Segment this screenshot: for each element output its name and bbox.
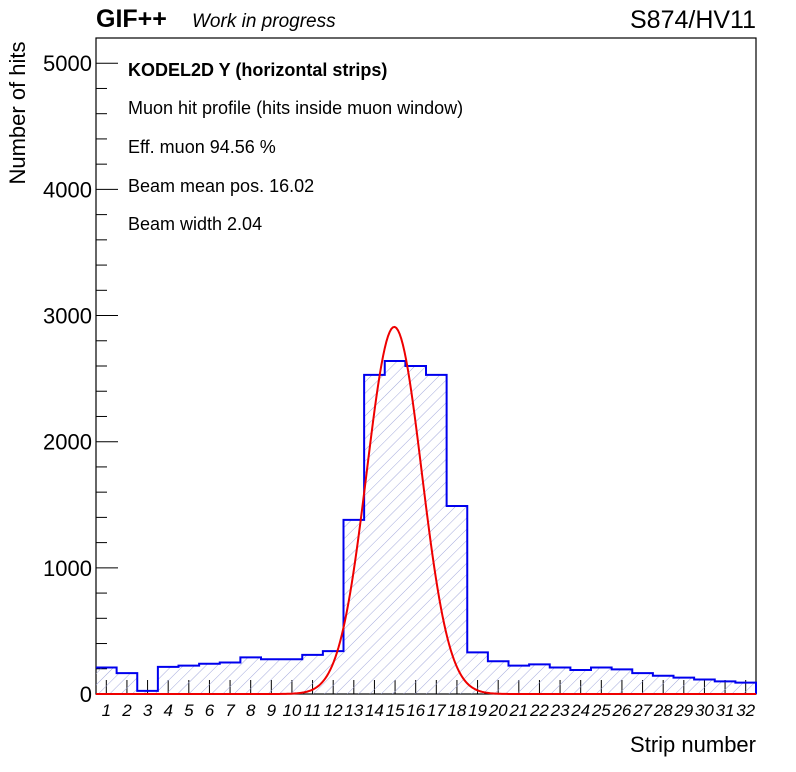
x-axis: 1 2 3 4 5 6 7 8 9 10 11 12 13 14 15 16 17 18 19 20 21 22 23 24 2…: [102, 680, 756, 720]
y-tick-label: 3000: [43, 304, 92, 329]
x-tick-label: 10: [282, 701, 301, 720]
annotation-beam-width: Beam width 2.04: [128, 214, 263, 234]
x-tick-label: 8: [246, 701, 256, 720]
x-tick-label: 20: [488, 701, 508, 720]
histogram-bar: [199, 663, 220, 694]
x-tick-label: 25: [591, 701, 611, 720]
histogram-bar: [735, 682, 756, 694]
x-tick-label: 12: [324, 701, 343, 720]
annotation-efficiency: Eff. muon 94.56 %: [128, 137, 276, 157]
x-tick-label: 6: [205, 701, 215, 720]
histogram-bar: [446, 506, 468, 694]
histogram-bar: [364, 374, 385, 694]
histogram-bar: [549, 667, 571, 694]
histogram-bar: [570, 670, 591, 694]
x-tick-label: 17: [427, 701, 446, 720]
x-tick-label: 1: [102, 701, 111, 720]
x-tick-label: 3: [143, 701, 153, 720]
x-tick-label: 19: [468, 701, 487, 720]
histogram-bar: [116, 673, 138, 694]
x-tick-label: 7: [225, 701, 235, 720]
histogram-bar: [219, 662, 241, 694]
histogram-bars: [96, 360, 756, 694]
run-label: S874/HV11: [629, 6, 756, 34]
x-tick-label: 11: [304, 701, 322, 720]
annotation-beam-mean: Beam mean pos. 16.02: [128, 176, 315, 196]
x-tick-label: 13: [344, 701, 363, 720]
status-text: Work in progress: [192, 11, 336, 32]
x-tick-label: 32: [736, 701, 755, 720]
histogram-bar: [405, 366, 426, 694]
histogram-bar: [611, 669, 633, 694]
x-tick-label: 28: [653, 701, 673, 720]
y-axis: 0 1000 2000 3000 4000 5000: [43, 37, 118, 707]
histogram-bar: [96, 667, 117, 694]
histogram-bar: [137, 690, 158, 694]
histogram-bar: [591, 667, 612, 694]
annotation-profile: Muon hit profile (hits inside muon windo…: [128, 98, 464, 118]
histogram-bar: [467, 652, 488, 694]
gaussian-fit-curve: [96, 325, 756, 695]
histogram-bar: [178, 665, 200, 694]
y-tick-label: 2000: [43, 430, 92, 455]
histogram-bar: [487, 661, 509, 694]
x-tick-label: 26: [611, 701, 631, 720]
histogram-bar: [384, 360, 406, 694]
histogram-bar: [508, 665, 530, 694]
histogram-bar: [652, 675, 674, 694]
histogram-bar: [157, 666, 179, 694]
histogram-outline: [96, 359, 757, 694]
x-tick-label: 29: [673, 701, 693, 720]
x-tick-label: 18: [447, 701, 466, 720]
x-tick-label: 14: [365, 701, 384, 720]
histogram-bar: [714, 681, 736, 694]
histogram-bar: [343, 519, 365, 694]
x-tick-label: 2: [121, 701, 132, 720]
y-tick-label: 0: [80, 682, 92, 707]
x-tick-label: 15: [386, 701, 405, 720]
histogram-bar: [632, 673, 653, 694]
x-tick-label: 22: [529, 701, 549, 720]
histogram-bar: [694, 679, 715, 694]
x-tick-label: 30: [695, 701, 714, 720]
histogram-bar: [261, 659, 282, 694]
x-axis-label: Strip number: [630, 732, 756, 757]
x-tick-label: 9: [267, 701, 277, 720]
x-tick-label: 23: [550, 701, 570, 720]
y-tick-label: 1000: [43, 556, 92, 581]
x-tick-label: 21: [508, 701, 528, 720]
x-tick-label: 27: [632, 701, 652, 720]
x-tick-label: 16: [406, 701, 425, 720]
x-tick-label: 5: [184, 701, 194, 720]
x-tick-label: 4: [163, 701, 172, 720]
histogram-bar: [322, 651, 344, 694]
annotation-title: KODEL2D Y (horizontal strips): [128, 60, 388, 80]
y-tick-label: 5000: [43, 51, 92, 76]
y-axis-label: Number of hits: [5, 41, 30, 184]
histogram-bar: [673, 677, 695, 694]
histogram-bar: [529, 664, 550, 694]
x-tick-label: 31: [716, 701, 735, 720]
histogram-bar: [240, 657, 261, 694]
histogram-bar: [302, 654, 323, 694]
x-tick-label: 24: [570, 701, 590, 720]
histogram-bar: [281, 659, 303, 694]
experiment-logo-text: GIF++: [96, 5, 167, 33]
y-tick-label: 4000: [43, 177, 92, 202]
